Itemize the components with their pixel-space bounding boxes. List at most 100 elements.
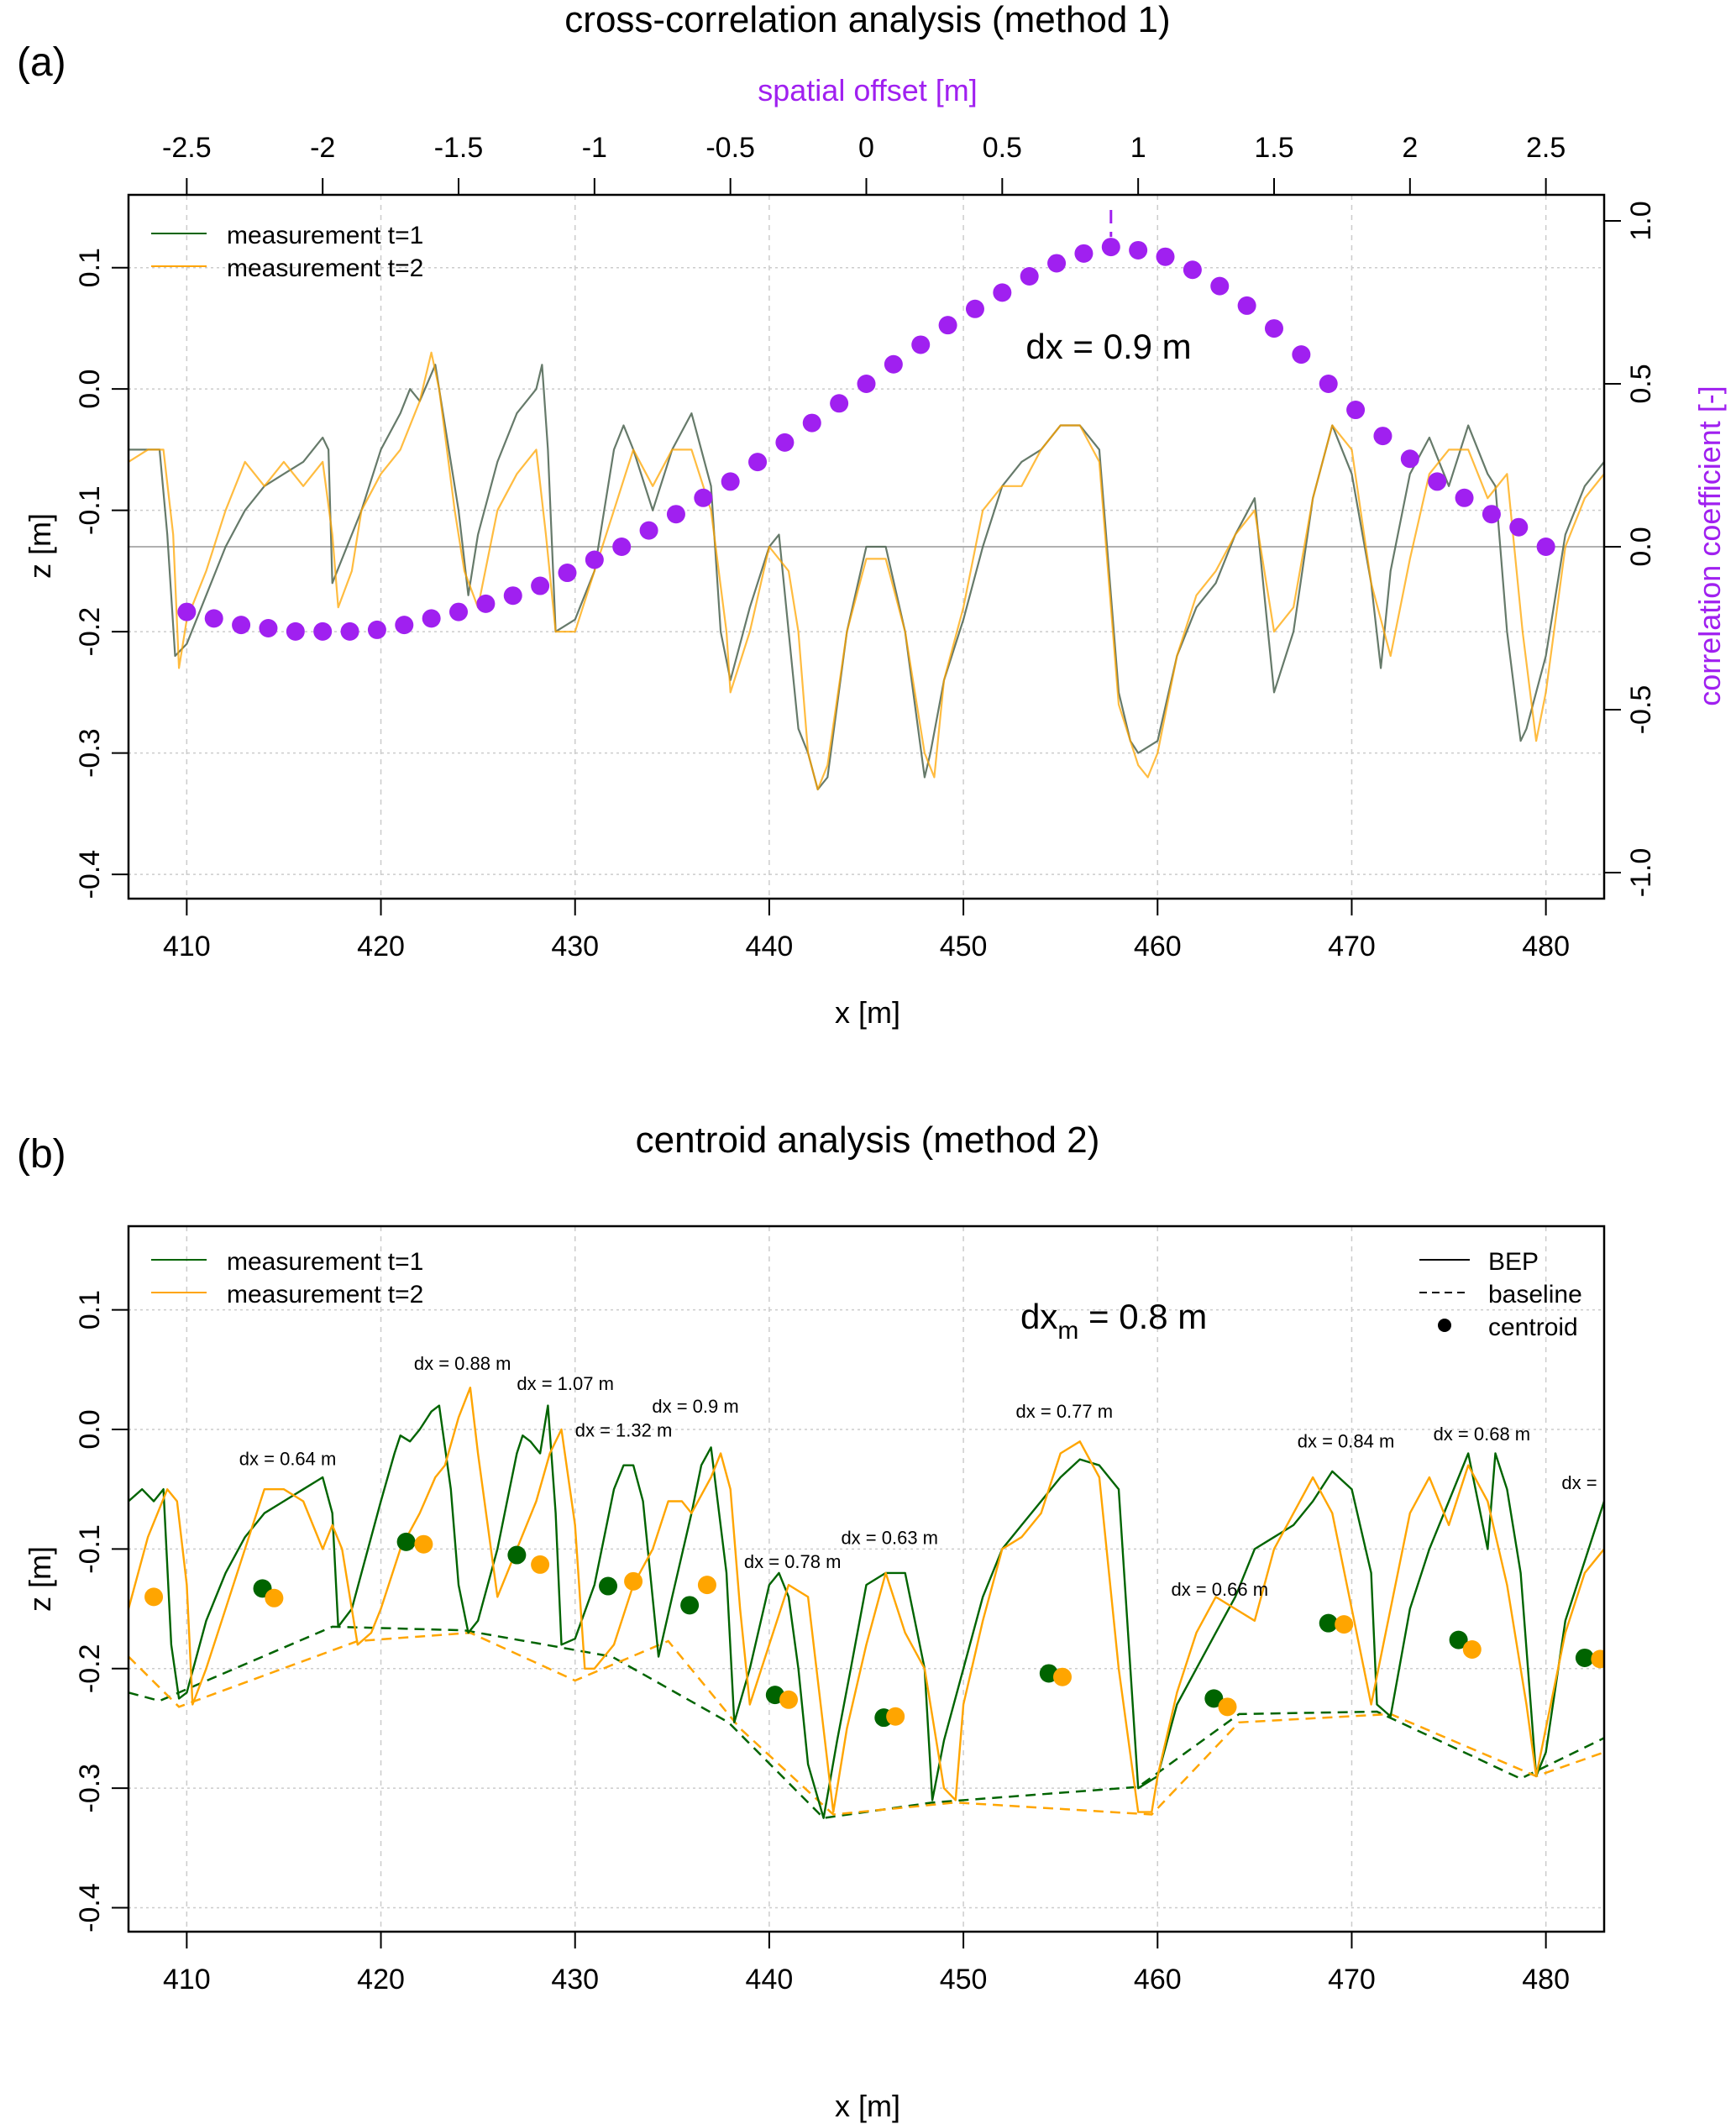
profile-t1	[128, 1404, 1604, 1819]
x-tick-label: 440	[746, 931, 794, 962]
panel-b-label: (b)	[17, 1132, 66, 1177]
dx-label: dx = N	[1561, 1472, 1615, 1493]
x-axis-label: x [m]	[835, 995, 900, 1030]
correlation-point	[286, 621, 305, 641]
correlation-point	[1129, 240, 1148, 260]
panel-b: (b) centroid analysis (method 2) dx = 0.…	[17, 1120, 1615, 2123]
y-tick-label: -0.3	[74, 728, 106, 778]
y-tick-label: 0.1	[74, 1290, 106, 1329]
correlation-point	[1509, 517, 1529, 537]
centroid-t2	[144, 1587, 164, 1607]
dx-label: dx = 0.88 m	[414, 1353, 511, 1374]
right-axis-label: correlation coefficient [-]	[1692, 385, 1727, 706]
correlation-point	[694, 488, 713, 507]
y-axis: 0.1 0.0 -0.1 -0.2 -0.3 -0.4	[74, 248, 128, 899]
centroid-t2	[886, 1707, 905, 1726]
centroid-t2	[265, 1588, 284, 1607]
dx-label: dx = 0.84 m	[1298, 1430, 1395, 1451]
x-tick-label: 460	[1134, 1964, 1182, 1996]
correlation-point	[1319, 375, 1338, 394]
correlation-point	[1210, 276, 1230, 296]
dx-label: dx = 1.32 m	[575, 1420, 673, 1441]
correlation-point	[1047, 254, 1067, 273]
y-tick-label: -0.4	[74, 850, 106, 899]
correlation-point	[313, 621, 333, 641]
centroid-t2	[1462, 1640, 1482, 1659]
correlation-point	[367, 620, 386, 639]
correlation-point	[531, 576, 550, 595]
correlation-point	[1183, 260, 1202, 280]
correlation-point	[802, 413, 821, 433]
dx-label: dx = 0.77 m	[1016, 1401, 1114, 1422]
style-legend: BEP baseline centroid	[1419, 1248, 1582, 1341]
correlation-point	[449, 602, 469, 621]
x-axis: 410 420 430 440 450 460 470 480	[163, 899, 1570, 962]
dxm-suffix: = 0.8 m	[1078, 1297, 1207, 1336]
centroid-t1	[1575, 1648, 1594, 1667]
right-tick-label: 1.0	[1625, 201, 1657, 240]
correlation-point	[259, 618, 278, 637]
correlation-point	[1400, 449, 1419, 469]
panel-b-title: centroid analysis (method 2)	[636, 1120, 1100, 1161]
correlation-point	[1455, 488, 1474, 507]
dx-label: dx = 0.63 m	[841, 1528, 938, 1549]
top-tick-label: 1.5	[1254, 132, 1293, 164]
top-axis: -2.5 -2 -1.5 -1 -0.5 0 0.5 1 1.5 2 2.5	[162, 132, 1566, 195]
top-tick-label: -1.5	[434, 132, 484, 164]
x-tick-label: 480	[1522, 1964, 1570, 1996]
y-tick-label: -0.1	[74, 485, 106, 535]
right-tick-label: 0.5	[1625, 364, 1657, 403]
centroid-t2	[531, 1555, 550, 1574]
right-tick-label: -0.5	[1625, 685, 1657, 735]
centroid-t1	[1449, 1630, 1468, 1649]
baseline-t2	[128, 1631, 1604, 1816]
plot-frame	[127, 1225, 1606, 1933]
x-tick-label: 460	[1134, 931, 1182, 962]
centroid-t2	[1052, 1667, 1072, 1686]
right-tick-label: -1.0	[1625, 848, 1657, 898]
correlation-point	[476, 594, 496, 613]
centroid-t1	[507, 1545, 527, 1565]
legend-label-centroid: centroid	[1488, 1314, 1578, 1341]
legend-label-t1: measurement t=1	[227, 1248, 423, 1276]
centroid-t1	[680, 1596, 700, 1615]
legend: measurement t=1 measurement t=2	[151, 1248, 423, 1308]
panel-a-title: cross-correlation analysis (method 1)	[564, 0, 1170, 40]
top-tick-label: 2.5	[1526, 132, 1566, 164]
x-axis: 410 420 430 440 450 460 470 480	[163, 1932, 1570, 1996]
correlation-point	[1536, 538, 1555, 556]
correlation-point	[395, 616, 414, 635]
correlation-point	[1156, 247, 1175, 266]
baselines	[128, 1625, 1604, 1820]
x-tick-label: 440	[746, 1964, 794, 1996]
x-axis-label: x [m]	[835, 2089, 900, 2123]
profile-lines	[128, 351, 1605, 791]
profile-lines	[128, 1386, 1604, 1819]
x-tick-label: 430	[551, 931, 599, 962]
x-tick-label: 480	[1522, 931, 1570, 962]
correlation-point	[1074, 244, 1094, 263]
top-tick-label: -1	[582, 132, 607, 164]
centroid-t1	[1204, 1689, 1224, 1708]
correlation-point	[612, 538, 632, 556]
centroid-t1	[599, 1576, 618, 1596]
x-tick-label: 450	[940, 931, 988, 962]
correlation-point	[1373, 427, 1392, 446]
panel-a-label: (a)	[17, 40, 66, 85]
centroid-t1	[1319, 1613, 1338, 1633]
top-axis-label: spatial offset [m]	[758, 73, 977, 108]
correlation-point	[1020, 266, 1039, 286]
correlation-point	[422, 609, 441, 628]
dx-label: dx = 0.66 m	[1171, 1579, 1268, 1600]
centroid-t2	[1218, 1697, 1237, 1717]
centroid-t2	[1591, 1649, 1604, 1669]
y-tick-label: 0.0	[74, 370, 106, 409]
legend-label-bep: BEP	[1488, 1248, 1539, 1276]
top-tick-label: 2	[1402, 132, 1418, 164]
correlation-point	[585, 550, 604, 569]
correlation-point	[1237, 296, 1256, 315]
x-tick-label: 420	[357, 1964, 405, 1996]
correlation-point	[204, 609, 223, 628]
x-tick-label: 430	[551, 1964, 599, 1996]
